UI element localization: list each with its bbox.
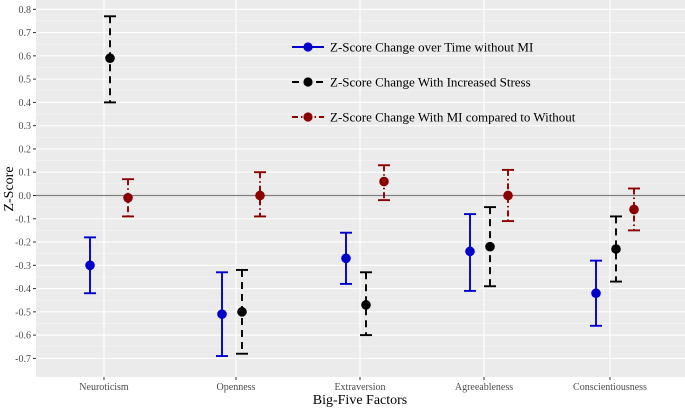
y-tick-label: 0.8 [19,5,32,16]
data-point [85,260,95,271]
x-tick-label: Neuroticism [79,382,129,393]
x-tick-label: Extraversion [334,382,385,393]
series-2 [104,15,622,355]
data-point [237,307,247,317]
y-tick-label: 0.0 [19,191,32,202]
data-point [361,300,371,310]
x-axis-ticks: Neuroticism Openness Extraversion Agreeable… [79,377,647,393]
data-point [629,204,639,215]
data-point [255,190,265,201]
data-point [105,53,115,63]
x-tick-label: Agreeableness [455,382,513,393]
data-point [379,176,389,187]
legend-key-point [303,77,313,87]
legend: Z-Score Change over Time without MI Z-Sco… [292,40,576,125]
grid [36,0,685,377]
y-tick-label: 0.5 [19,75,32,86]
y-tick-label: -0.6 [15,331,31,342]
data-point [217,309,227,319]
data-point [503,190,513,201]
data-point [485,241,495,252]
y-tick-label: 0.1 [19,168,32,179]
y-tick-label: -0.4 [15,284,31,295]
legend-label: Z-Score Change With Increased Stress [330,75,531,90]
y-tick-label: -0.1 [15,214,31,225]
data-point [341,253,351,264]
legend-label: Z-Score Change With MI compared to Witho… [330,110,576,125]
series-1 [84,213,602,358]
data-point [591,288,601,299]
legend-key-point [303,42,313,52]
y-tick-label: -0.7 [15,354,31,365]
y-tick-label: 0.7 [19,28,32,39]
series-3 [122,164,640,232]
x-axis-title: Big-Five Factors [313,393,408,408]
y-tick-label: 0.4 [19,98,32,109]
data-point [123,193,133,203]
y-tick-label: -0.5 [15,307,31,318]
series-group [84,15,640,358]
y-tick-label: -0.3 [15,261,31,272]
data-point [611,244,621,254]
data-point [465,246,475,257]
y-axis-ticks: -0.7 -0.6 -0.5 -0.4 -0.3 -0.2 -0.1 0.0 0.1 0.2 0.3… [15,5,36,365]
legend-label: Z-Score Change over Time without MI [330,40,533,55]
y-axis-title: Z-Score [2,166,17,211]
y-tick-label: 0.6 [19,51,32,62]
y-tick-label: -0.2 [15,238,31,249]
legend-key-point [303,112,313,122]
y-tick-label: 0.3 [19,121,32,132]
x-tick-label: Openness [217,382,256,393]
x-tick-label: Conscientiousness [573,382,647,393]
y-tick-label: 0.2 [19,144,32,155]
